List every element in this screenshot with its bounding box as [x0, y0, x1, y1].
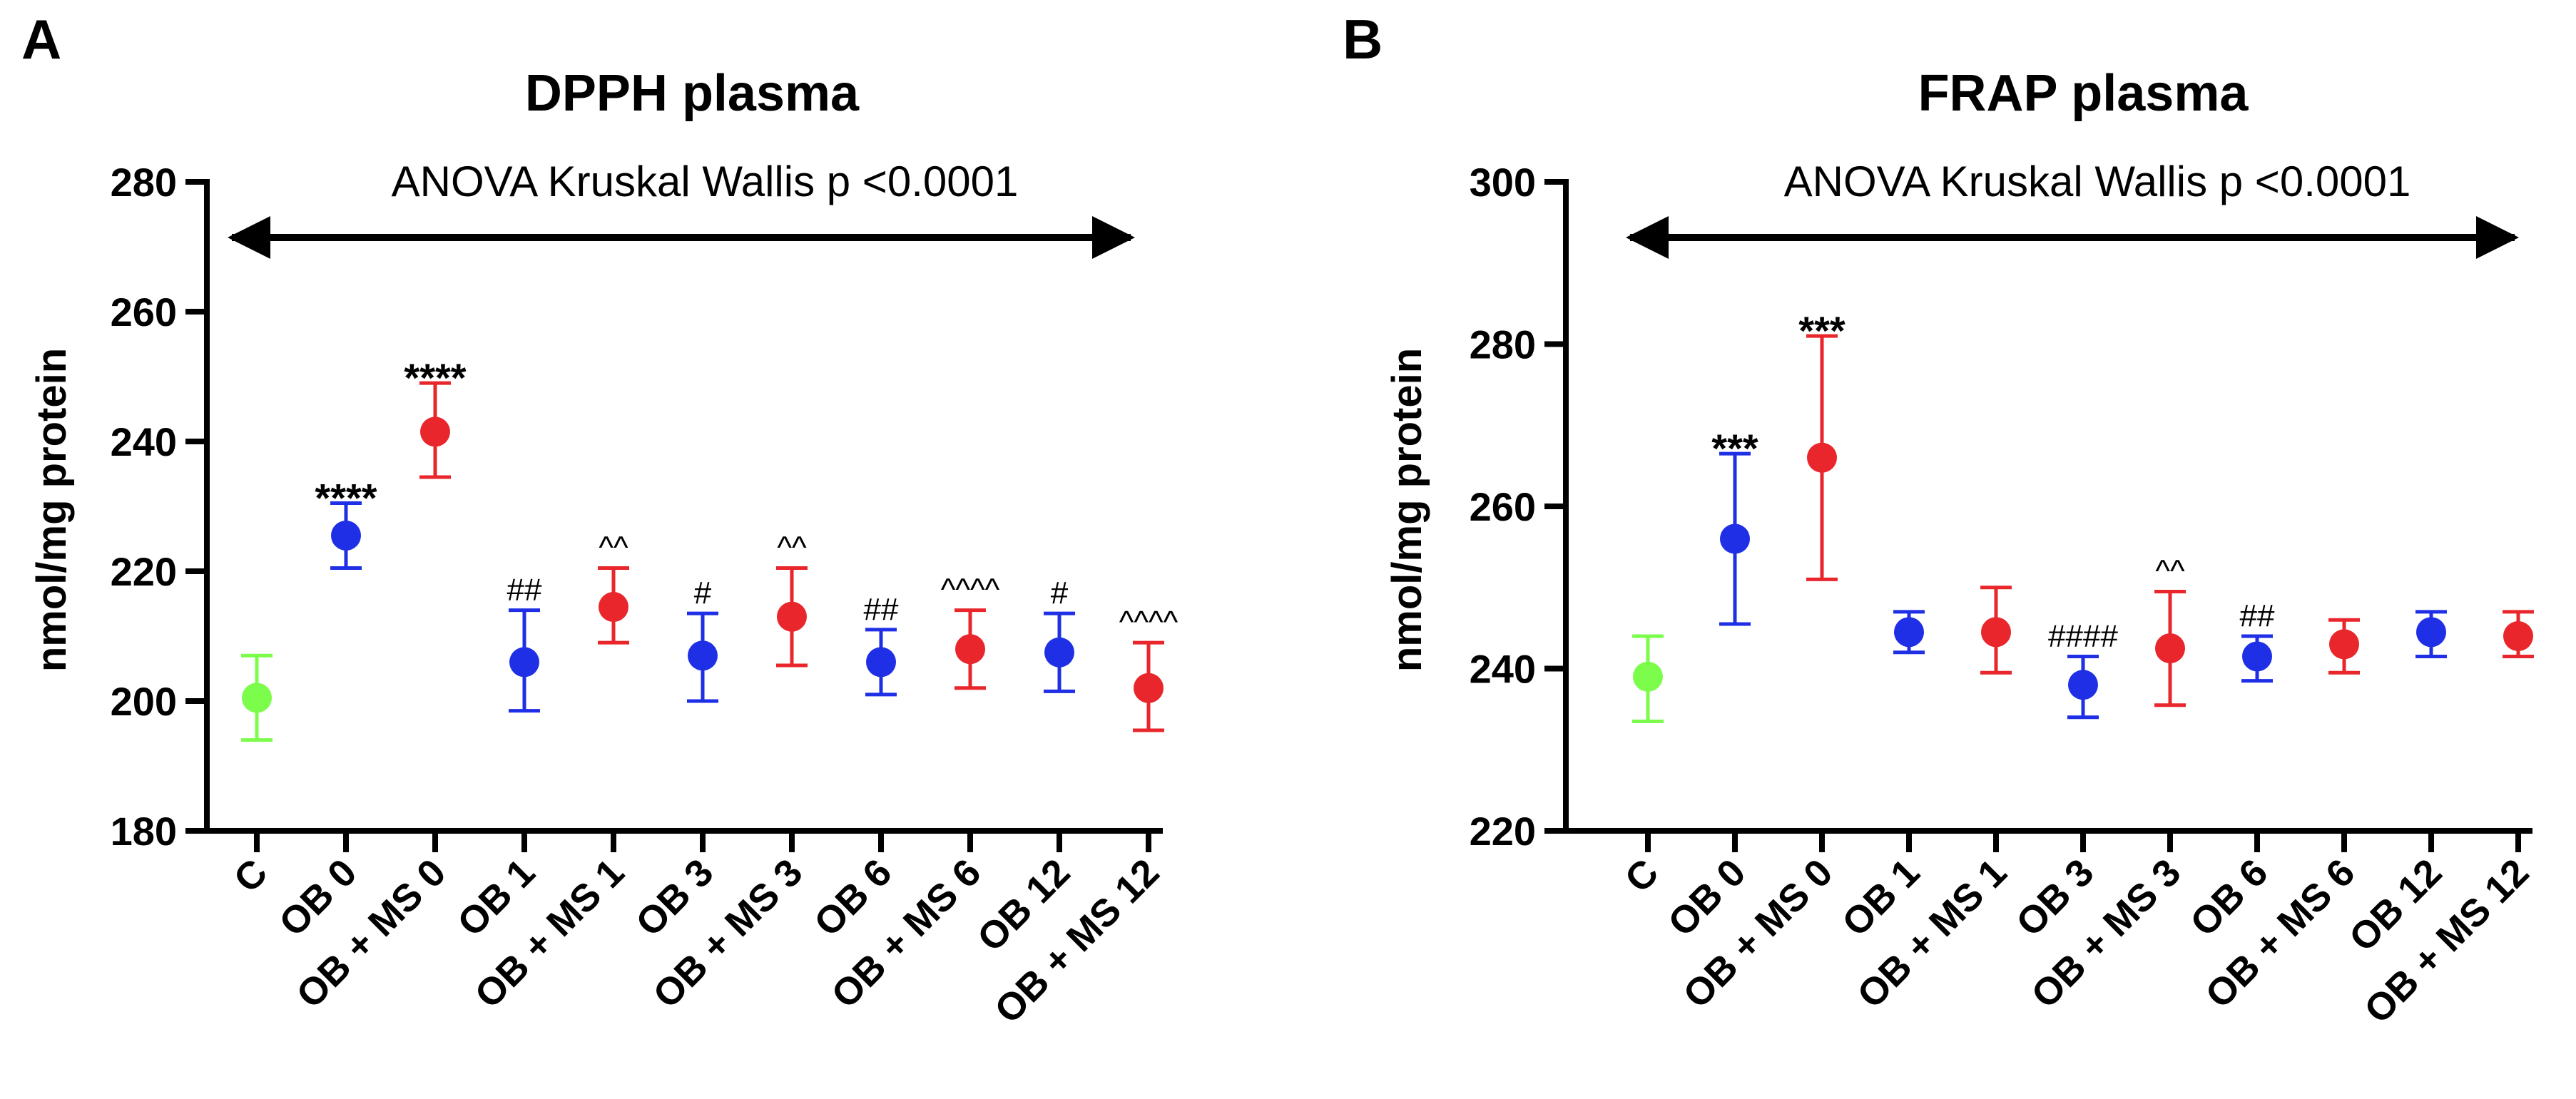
- x-tick-labels-b: COB 0OB + MS 0OB 1OB + MS 1OB 3OB + MS 3…: [1617, 831, 2537, 1032]
- y-tick-label: 220: [1470, 809, 1536, 854]
- mean-marker: [688, 640, 718, 671]
- data-point-group: [2503, 610, 2534, 658]
- mean-marker: [331, 520, 361, 551]
- data-point-group: #: [687, 576, 718, 703]
- panel-a: A DPPH plasma ANOVA Kruskal Wallis p <0.…: [21, 8, 1178, 1032]
- mean-marker: [866, 647, 896, 678]
- y-ticks-b: 220 240 260 280 300: [1470, 160, 1566, 854]
- data-point-group: ^^: [2154, 553, 2186, 707]
- axes-a: [204, 179, 1163, 834]
- anova-annotation-a: ANOVA Kruskal Wallis p <0.0001: [392, 158, 1019, 205]
- significance-label: ####: [2048, 618, 2118, 653]
- panel-label-b: B: [1343, 8, 1383, 71]
- chart-title-a: DPPH plasma: [525, 65, 860, 122]
- mean-marker: [2416, 617, 2446, 648]
- data-point-group: ***: [1798, 308, 1846, 581]
- mean-marker: [777, 601, 807, 632]
- significance-label: ^^^^: [1119, 605, 1178, 640]
- mean-marker: [1044, 637, 1074, 668]
- x-tick-label: C: [225, 851, 275, 901]
- mean-marker: [2503, 621, 2533, 651]
- significance-label: #: [1051, 576, 1069, 610]
- y-tick-label: 240: [1470, 647, 1536, 692]
- panel-b: B FRAP plasma ANOVA Kruskal Wallis p <0.…: [1343, 8, 2537, 1032]
- significance-label: ##: [864, 592, 899, 627]
- mean-marker: [2068, 670, 2098, 700]
- data-point-group: ****: [404, 355, 467, 479]
- mean-marker: [1981, 617, 2011, 648]
- y-tick-label: 280: [1470, 322, 1536, 367]
- y-tick-label: 200: [111, 679, 177, 724]
- data-point-group: ^^^^: [941, 573, 1000, 690]
- mean-marker: [1134, 673, 1164, 703]
- significance-label: #: [694, 576, 712, 610]
- data-point-group: #: [1044, 576, 1075, 693]
- mean-marker: [2242, 641, 2272, 672]
- data-point-group: [2415, 610, 2447, 658]
- significance-label: ***: [1798, 308, 1846, 353]
- y-ticks-a: 180 200 220 240 260 280: [111, 160, 207, 854]
- data-point-group: [2328, 618, 2360, 675]
- y-tick-label: 260: [1470, 484, 1536, 529]
- significance-label: ***: [1711, 426, 1758, 471]
- data-point-group: ^^: [598, 530, 629, 645]
- chart-title-b: FRAP plasma: [1918, 65, 2249, 122]
- x-tick-label: C: [1617, 851, 1666, 901]
- panel-label-a: A: [21, 8, 61, 71]
- y-tick-label: 300: [1470, 160, 1536, 205]
- data-point-group: ####: [2048, 618, 2118, 720]
- significance-label: ##: [2240, 598, 2275, 633]
- data-point-group: [1980, 586, 2012, 675]
- data-point-group: [241, 653, 273, 742]
- y-axis-label-a: nmol/mg protein: [29, 348, 75, 672]
- y-tick-label: 240: [111, 419, 177, 464]
- y-tick-label: 260: [111, 290, 177, 334]
- data-point-group: ^^^^: [1119, 605, 1178, 732]
- data-point-group: ##: [2240, 598, 2275, 683]
- data-point-group: ##: [507, 573, 542, 713]
- data-point-group: ***: [1711, 426, 1758, 626]
- data-point-group: [1632, 634, 1664, 723]
- data-point-group: ****: [315, 475, 377, 570]
- significance-label: ****: [404, 355, 466, 400]
- y-tick-label: 180: [111, 809, 177, 854]
- axes-b: [1563, 179, 2532, 834]
- significance-label: ^^: [777, 530, 807, 565]
- anova-annotation-b: ANOVA Kruskal Wallis p <0.0001: [1784, 158, 2411, 205]
- y-tick-label: 280: [111, 160, 177, 205]
- mean-marker: [2155, 633, 2185, 664]
- significance-label: ****: [315, 475, 377, 520]
- mean-marker: [599, 592, 628, 623]
- significance-label: ^^^^: [941, 573, 1000, 608]
- y-tick-label: 220: [111, 549, 177, 594]
- mean-marker: [242, 683, 272, 713]
- mean-marker: [509, 647, 539, 678]
- mean-marker: [1720, 523, 1750, 554]
- mean-marker: [2329, 629, 2359, 660]
- data-points-b: *** *** #### ^^ ##: [1632, 308, 2534, 723]
- significance-label: ^^: [599, 530, 628, 565]
- mean-marker: [1807, 442, 1837, 473]
- data-points-a: **** **** ## ^^ # ^^ ## ^^^^ # ^^^^: [241, 355, 1178, 742]
- significance-label: ^^: [2155, 553, 2185, 588]
- mean-marker: [420, 416, 450, 447]
- mean-marker: [955, 634, 985, 665]
- data-point-group: [1893, 610, 1925, 655]
- data-point-group: ^^: [776, 530, 808, 668]
- data-point-group: ##: [864, 592, 899, 697]
- mean-marker: [1633, 661, 1663, 692]
- significance-label: ##: [507, 573, 542, 608]
- y-axis-label-b: nmol/mg protein: [1384, 348, 1430, 672]
- x-tick-labels-a: COB 0OB + MS 0OB 1OB + MS 1OB 3OB + MS 3…: [225, 831, 1167, 1032]
- mean-marker: [1894, 617, 1924, 648]
